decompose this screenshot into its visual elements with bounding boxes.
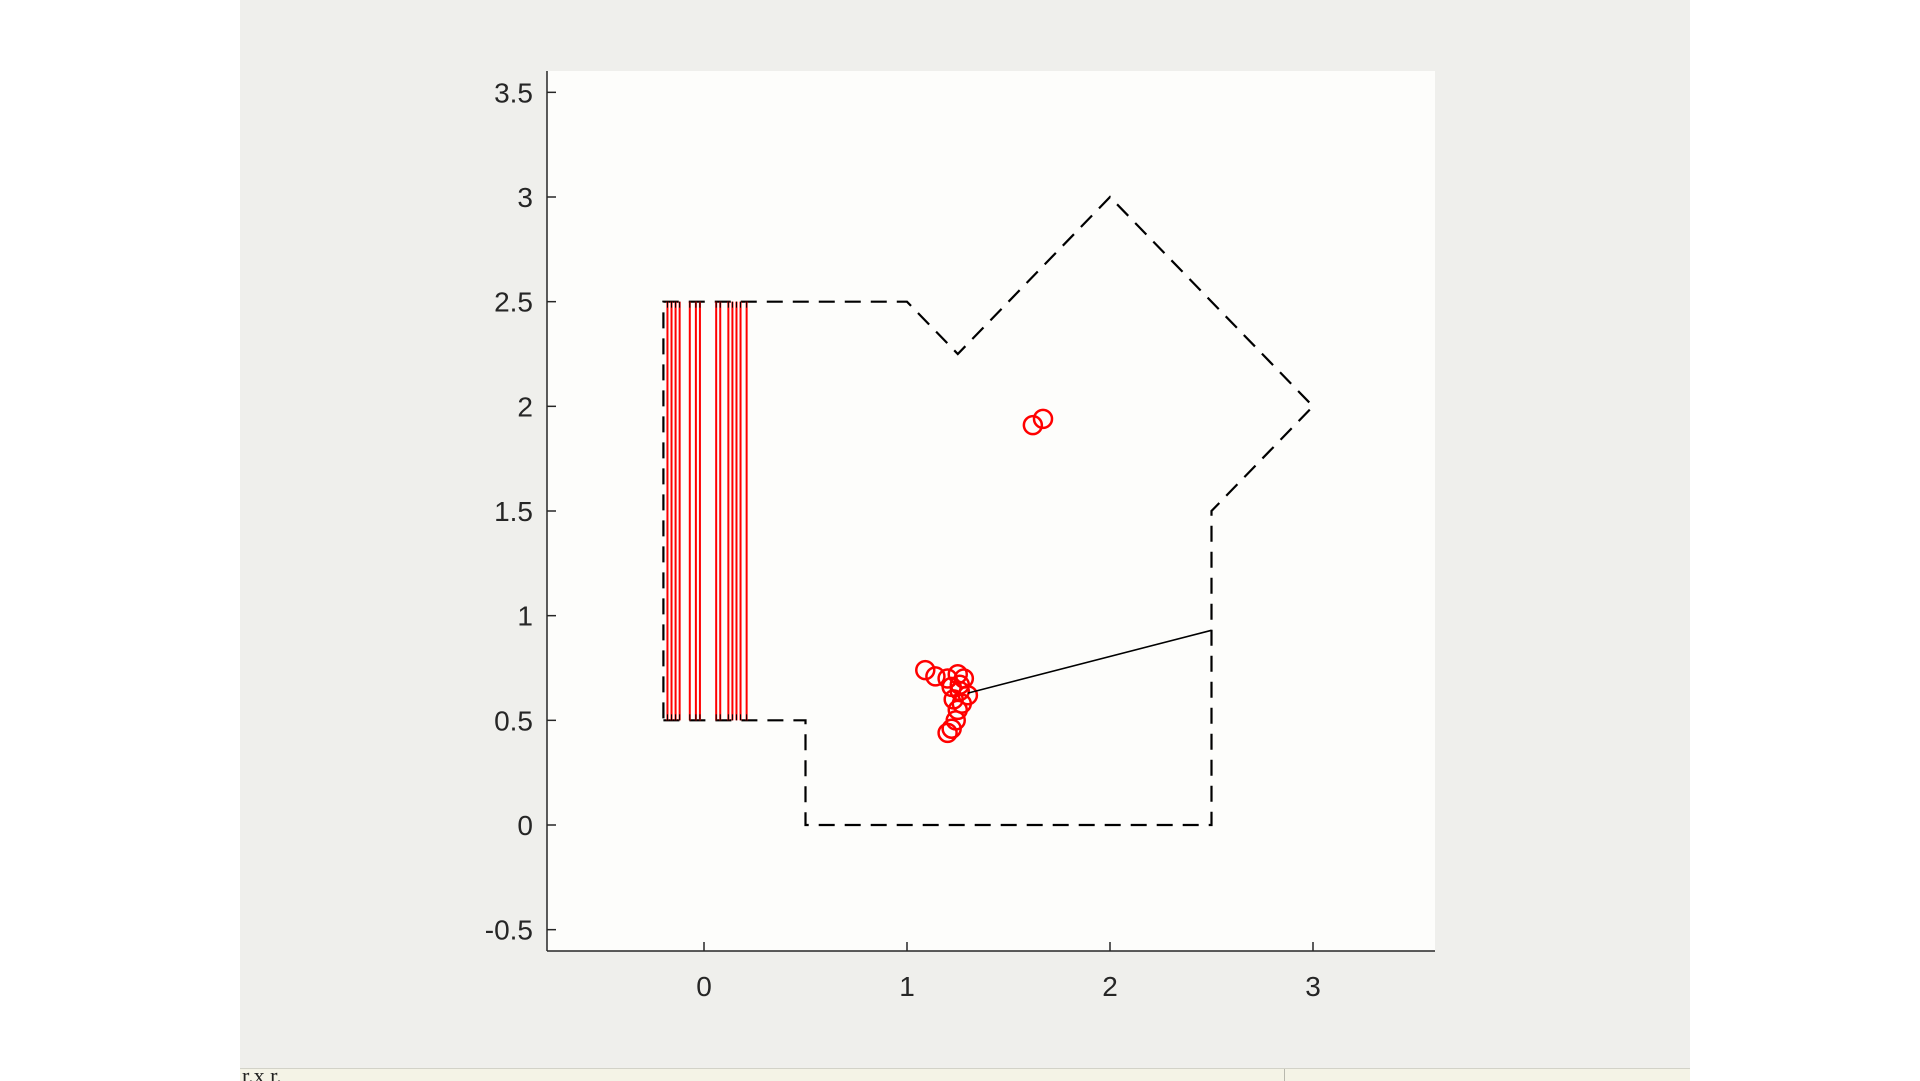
y-tick-label: 3.5 [494,77,533,108]
y-tick-label: 0 [517,810,533,841]
status-bar: r.x r. [240,1068,1690,1081]
red-circle-marker [937,722,958,744]
x-tick-label: 3 [1305,971,1321,1002]
status-divider [1284,1069,1285,1081]
axes: -0.5 0 0.5 1 1.5 2 2.5 3 3.5 0 1 2 3 [485,71,1435,1002]
x-tick-label: 1 [899,971,915,1002]
red-circle-marker [941,718,962,739]
y-tick-label: 2 [517,391,533,422]
red-circle-marker [949,674,971,695]
y-tick-label: -0.5 [485,915,533,946]
y-tick-label: 1 [517,601,533,632]
y-tick-label: 0.5 [494,705,533,736]
red-circle-marker [1032,408,1054,430]
status-text: r.x r. [242,1068,282,1081]
red-circle-marker [925,666,946,687]
red-circle-marker [915,659,936,681]
y-tick-label: 1.5 [494,496,533,527]
y-tick-label: 2.5 [494,287,533,318]
range-ray-line [967,629,1212,694]
red-circle-marker [947,699,968,721]
x-tick-label: 2 [1102,971,1118,1002]
red-circle-marker [1022,414,1044,436]
y-tick-label: 3 [517,182,533,213]
chart-marks [662,195,1315,827]
boundary-dashed-line [662,195,1315,827]
x-tick-label: 0 [696,971,712,1002]
